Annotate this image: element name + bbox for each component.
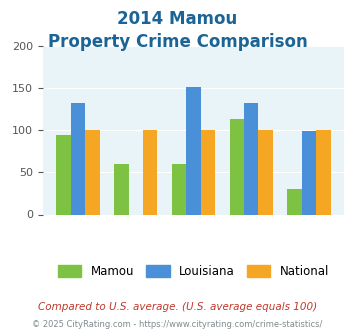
Bar xyxy=(287,189,302,214)
Bar xyxy=(230,119,244,214)
Bar xyxy=(244,103,258,214)
Text: 2014 Mamou: 2014 Mamou xyxy=(118,10,237,28)
Bar xyxy=(201,130,215,214)
Bar xyxy=(114,164,129,214)
Bar xyxy=(172,164,186,214)
Bar xyxy=(302,131,316,214)
Bar xyxy=(186,86,201,214)
Bar xyxy=(258,130,273,214)
Legend: Mamou, Louisiana, National: Mamou, Louisiana, National xyxy=(53,260,334,283)
Bar xyxy=(143,130,157,214)
Bar xyxy=(85,130,100,214)
Bar xyxy=(316,130,331,214)
Text: Property Crime Comparison: Property Crime Comparison xyxy=(48,33,307,51)
Text: Compared to U.S. average. (U.S. average equals 100): Compared to U.S. average. (U.S. average … xyxy=(38,302,317,312)
Bar xyxy=(71,103,85,214)
Bar xyxy=(56,135,71,214)
Text: © 2025 CityRating.com - https://www.cityrating.com/crime-statistics/: © 2025 CityRating.com - https://www.city… xyxy=(32,320,323,329)
